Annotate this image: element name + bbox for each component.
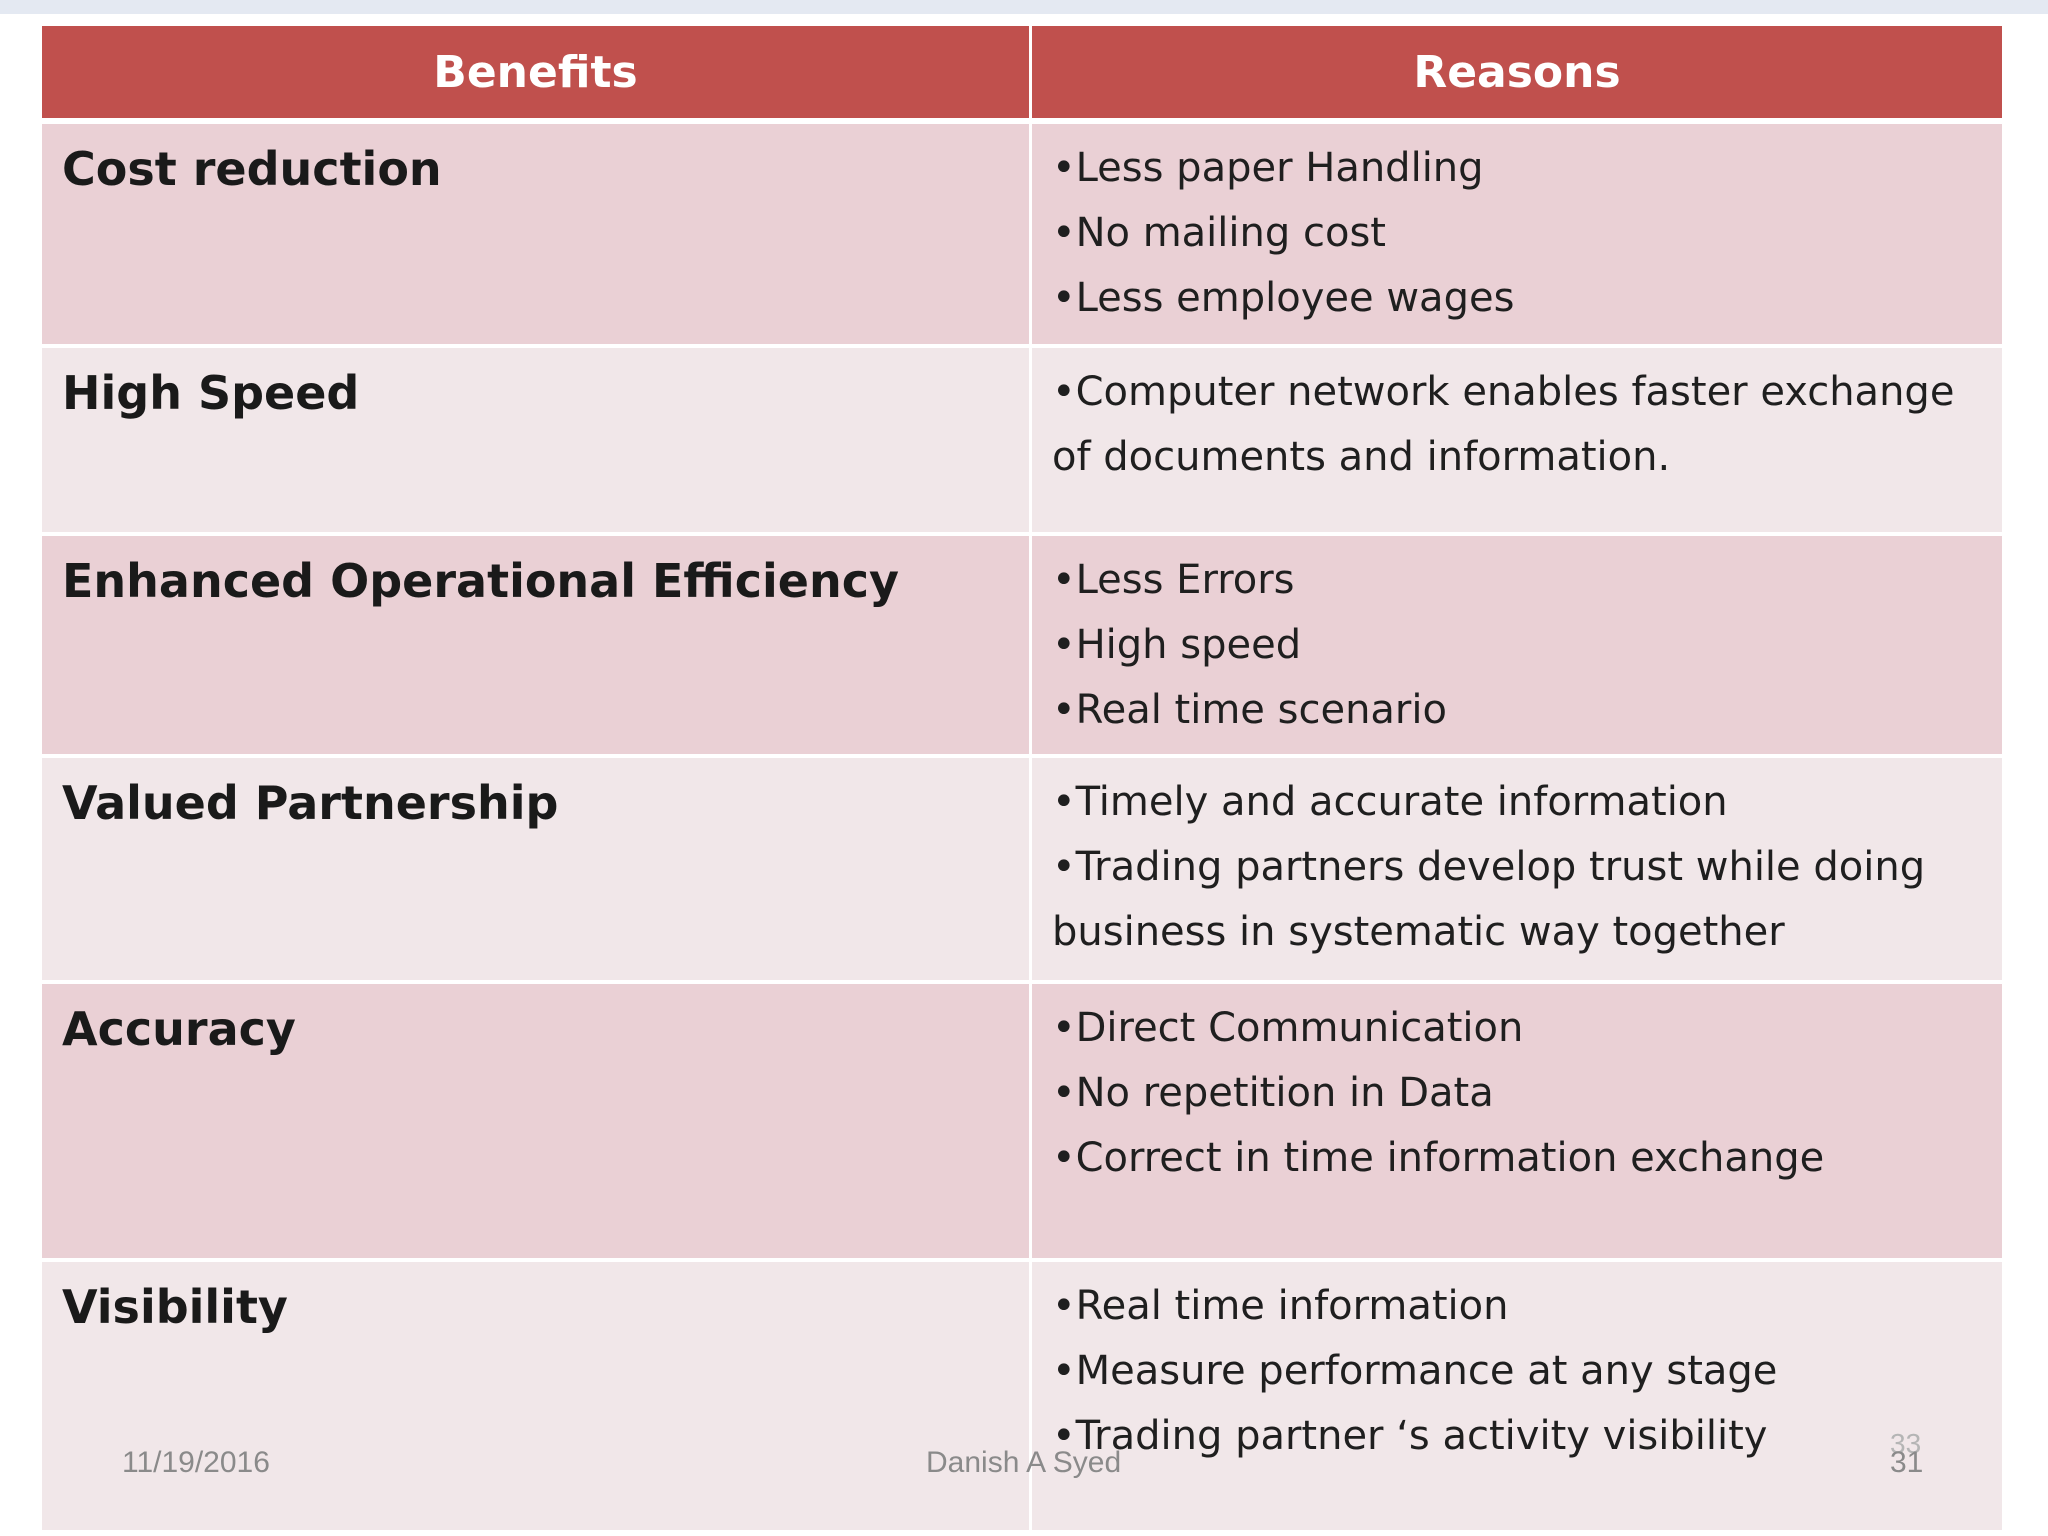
table-row: Valued Partnership •Timely and accurate …: [42, 758, 2002, 984]
reasons-cell: •Timely and accurate information •Tradin…: [1032, 758, 2002, 984]
reasons-cell: •Real time information •Measure performa…: [1032, 1262, 2002, 1534]
reason-item: •Real time scenario: [1052, 687, 1447, 733]
benefit-cell: Enhanced Operational Efficiency: [42, 536, 1032, 758]
benefits-table: Benefits Reasons Cost reduction •Less pa…: [42, 26, 2002, 1534]
reason-item: •Less employee wages: [1052, 275, 1515, 321]
benefit-cell: Cost reduction: [42, 124, 1032, 348]
benefit-cell: High Speed: [42, 348, 1032, 536]
footer-ghost-page-number: 33: [1890, 1428, 1922, 1459]
reason-item: •Less paper Handling: [1052, 145, 1484, 191]
reason-item: •No mailing cost: [1052, 210, 1386, 256]
reason-item: •Measure performance at any stage: [1052, 1348, 1778, 1394]
reason-item: •Correct in time information exchange: [1052, 1135, 1825, 1181]
benefit-cell: Accuracy: [42, 984, 1032, 1262]
footer-date: 11/19/2016: [122, 1446, 270, 1479]
reasons-cell: •Direct Communication •No repetition in …: [1032, 984, 2002, 1262]
reason-item: •Real time information: [1052, 1283, 1509, 1329]
reason-item: •Less Errors: [1052, 557, 1295, 603]
reason-item: •Computer network enables faster exchang…: [1052, 369, 1955, 480]
table-row: Cost reduction •Less paper Handling •No …: [42, 124, 2002, 348]
table-header-row: Benefits Reasons: [42, 26, 2002, 124]
reason-item: •Timely and accurate information: [1052, 779, 1728, 825]
table-row: Visibility •Real time information •Measu…: [42, 1262, 2002, 1534]
reason-item: •No repetition in Data: [1052, 1070, 1494, 1116]
header-reasons: Reasons: [1032, 26, 2002, 124]
header-benefits: Benefits: [42, 26, 1032, 124]
footer-author: Danish A Syed: [926, 1446, 1122, 1479]
table-row: Enhanced Operational Efficiency •Less Er…: [42, 536, 2002, 758]
reasons-cell: •Computer network enables faster exchang…: [1032, 348, 2002, 536]
footer-page-number: 31: [1890, 1446, 1924, 1479]
reason-item: •Direct Communication: [1052, 1005, 1524, 1051]
reason-item: •Trading partner ‘s activity visibility: [1052, 1413, 1768, 1459]
reasons-cell: •Less paper Handling •No mailing cost •L…: [1032, 124, 2002, 348]
reason-item: •Trading partners develop trust while do…: [1052, 844, 1926, 955]
reason-item: •High speed: [1052, 622, 1302, 668]
benefit-cell: Valued Partnership: [42, 758, 1032, 984]
reasons-cell: •Less Errors •High speed •Real time scen…: [1032, 536, 2002, 758]
top-band: [0, 0, 2048, 14]
table-row: High Speed •Computer network enables fas…: [42, 348, 2002, 536]
table-row: Accuracy •Direct Communication •No repet…: [42, 984, 2002, 1262]
benefit-cell: Visibility: [42, 1262, 1032, 1534]
